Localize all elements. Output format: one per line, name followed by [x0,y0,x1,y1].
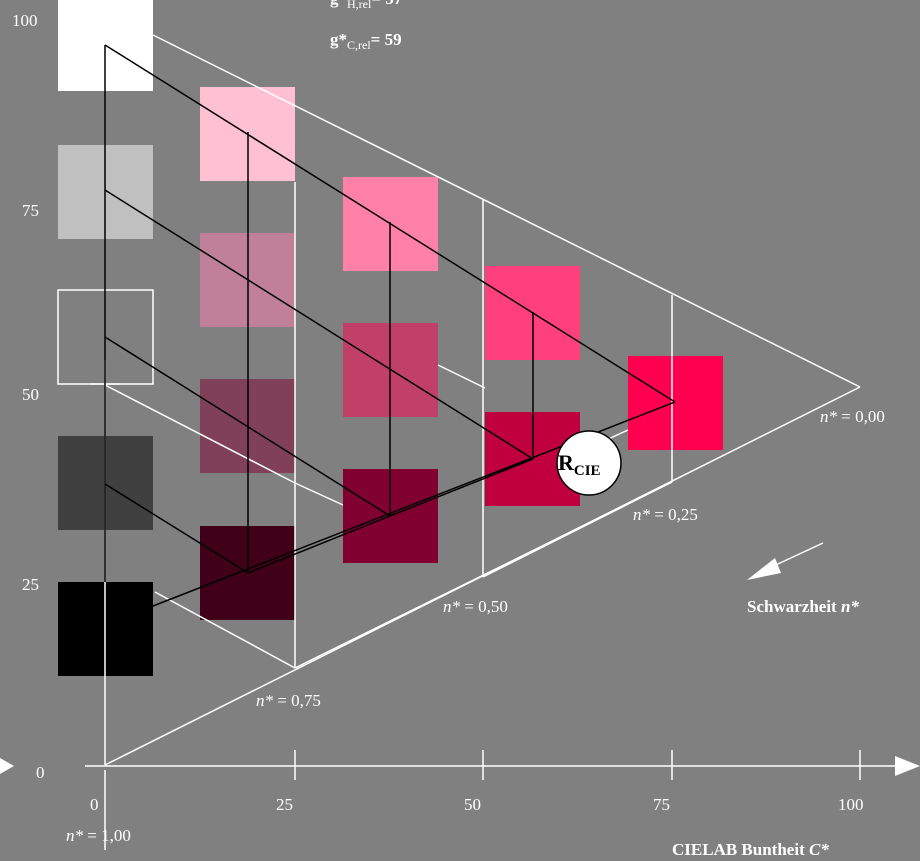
x-tick-50: 50 [464,795,481,814]
y-tick-75: 75 [22,201,39,220]
x-tick-25: 25 [276,795,293,814]
rcie-marker: RCIE [556,430,622,496]
black-hue-lines [104,44,676,607]
y-tick-100: 100 [12,11,38,30]
x-tick-75: 75 [653,795,670,814]
x-axis-arrow [895,756,920,776]
y-tick-0: 0 [36,763,45,782]
header-g-values: g*H,rel= 57 g*C,rel= 59 [330,0,403,52]
x-axis-title: CIELAB Buntheit C* [672,840,829,859]
g-c-label: g*C,rel= 59 [330,30,402,52]
y-tick-25: 25 [22,575,39,594]
x-tick-0: 0 [90,795,99,814]
label-n-050: n* = 0,50 [443,597,508,616]
label-n-075: n* = 0,75 [256,691,321,710]
left-axis-arrow [0,758,14,774]
label-n-025: n* = 0,25 [633,505,698,524]
patch-c100 [628,356,723,450]
x-tick-100: 100 [838,795,864,814]
schwarzheit-label: Schwarzheit n* [747,597,859,616]
label-n-100: n* = 1,00 [66,826,131,845]
schwarzheit-arrow [747,542,824,580]
g-h-label: g*H,rel= 57 [330,0,403,11]
y-tick-50: 50 [22,385,39,404]
rcie-label: RCIE [558,450,601,479]
label-n-000: n* = 0,00 [820,407,885,426]
